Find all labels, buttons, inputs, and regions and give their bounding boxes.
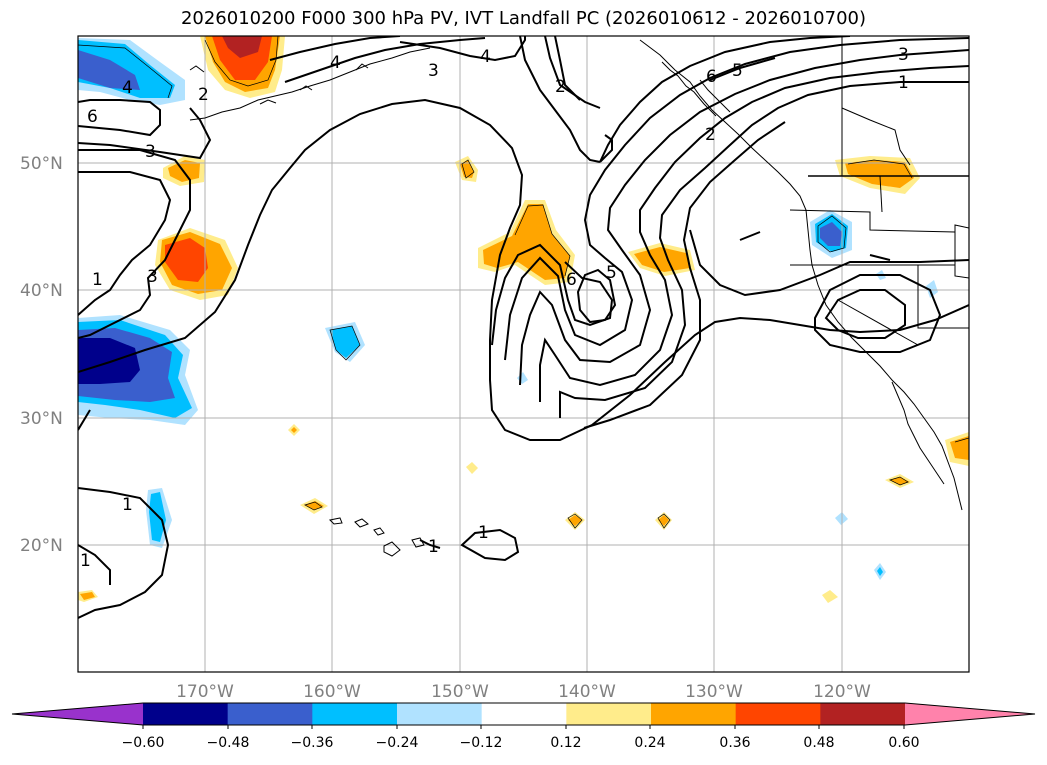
colorbar-tick-label: 0.24: [634, 735, 665, 751]
svg-text:6: 6: [706, 67, 717, 87]
svg-text:1: 1: [478, 523, 489, 543]
pos-anomaly-east: [634, 247, 690, 272]
colorbar-segment: [397, 703, 483, 725]
svg-text:5: 5: [606, 263, 617, 283]
svg-text:6: 6: [566, 270, 577, 290]
lon-label-130w: 130°W: [685, 682, 743, 702]
svg-text:5: 5: [732, 61, 743, 81]
map-panel: [78, 36, 969, 672]
colorbar-segment: [820, 703, 906, 725]
lat-label-50n: 50°N: [20, 154, 63, 174]
lon-label-140w: 140°W: [558, 682, 616, 702]
colorbar-tick-label: 0.36: [719, 735, 750, 751]
svg-text:2: 2: [555, 77, 566, 97]
lon-label-170w: 170°W: [176, 682, 234, 702]
map-title: 2026010200 F000 300 hPa PV, IVT Landfall…: [180, 8, 867, 29]
svg-text:4: 4: [480, 47, 491, 67]
svg-text:6: 6: [87, 107, 98, 127]
colorbar-extend-min: [12, 703, 143, 725]
map-border: [77, 35, 970, 673]
svg-text:3: 3: [147, 267, 158, 287]
colorbar-segment: [227, 703, 313, 725]
pos-anomaly-small-2: [460, 160, 474, 178]
colorbar-segment: [651, 703, 737, 725]
colorbar-segment: [143, 703, 229, 725]
svg-text:1: 1: [428, 537, 439, 557]
colorbar-segment: [735, 703, 821, 725]
lat-label-30n: 30°N: [20, 409, 63, 429]
svg-text:2: 2: [705, 125, 716, 145]
colorbar-tick-label: −0.36: [291, 735, 334, 751]
colorbar-tick-label: 0.12: [550, 735, 581, 751]
contour-labels: 4 2 6 3 1 3 4 3 4 2 6 5 3 1 2 6 5 1 1 1 …: [80, 45, 909, 571]
svg-text:2: 2: [198, 85, 209, 105]
colorbar-tick-label: −0.24: [376, 735, 419, 751]
colorbar: −0.60 −0.48 −0.36 −0.24 −0.12 0.12 0.24 0.36 0.4…: [11, 702, 1036, 751]
neg-anomaly-small-1: [330, 326, 360, 358]
neg-anomaly-oregon: [820, 222, 842, 246]
pv-contours: [78, 36, 969, 619]
svg-text:1: 1: [898, 73, 909, 93]
pos-anomaly-northeast: [845, 160, 914, 188]
colorbar-tick-label: −0.12: [460, 735, 503, 751]
svg-text:1: 1: [92, 270, 103, 290]
colorbar-segment: [481, 703, 567, 725]
svg-text:3: 3: [898, 45, 909, 65]
map-content: 4 2 6 3 1 3 4 3 4 2 6 5 3 1 2 6 5 1 1 1 …: [78, 36, 969, 672]
longitude-labels: 170°W 160°W 150°W 140°W 130°W 120°W: [176, 682, 871, 702]
svg-text:3: 3: [428, 61, 439, 81]
lat-label-40n: 40°N: [20, 281, 63, 301]
colorbar-tick-label: 0.48: [803, 735, 834, 751]
colorbar-segment: [312, 703, 398, 725]
svg-text:4: 4: [122, 78, 133, 98]
pos-anomaly-edge: [950, 436, 969, 460]
anomaly-outlines: [78, 36, 969, 529]
svg-text:4: 4: [330, 53, 341, 73]
colorbar-tick-label: −0.48: [207, 735, 250, 751]
colorbar-extend-max: [905, 703, 1035, 725]
coastlines: [189, 36, 969, 557]
colorbar-segment: [566, 703, 652, 725]
lat-label-20n: 20°N: [20, 536, 63, 556]
colorbar-tick-label: 0.60: [888, 735, 919, 751]
latitude-labels: 50°N 40°N 30°N 20°N: [20, 154, 63, 556]
lon-label-150w: 150°W: [431, 682, 489, 702]
lon-label-160w: 160°W: [303, 682, 361, 702]
svg-text:1: 1: [122, 495, 133, 515]
svg-text:1: 1: [80, 551, 91, 571]
svg-text:3: 3: [145, 142, 156, 162]
lon-label-120w: 120°W: [813, 682, 871, 702]
colorbar-tick-label: −0.60: [122, 735, 165, 751]
